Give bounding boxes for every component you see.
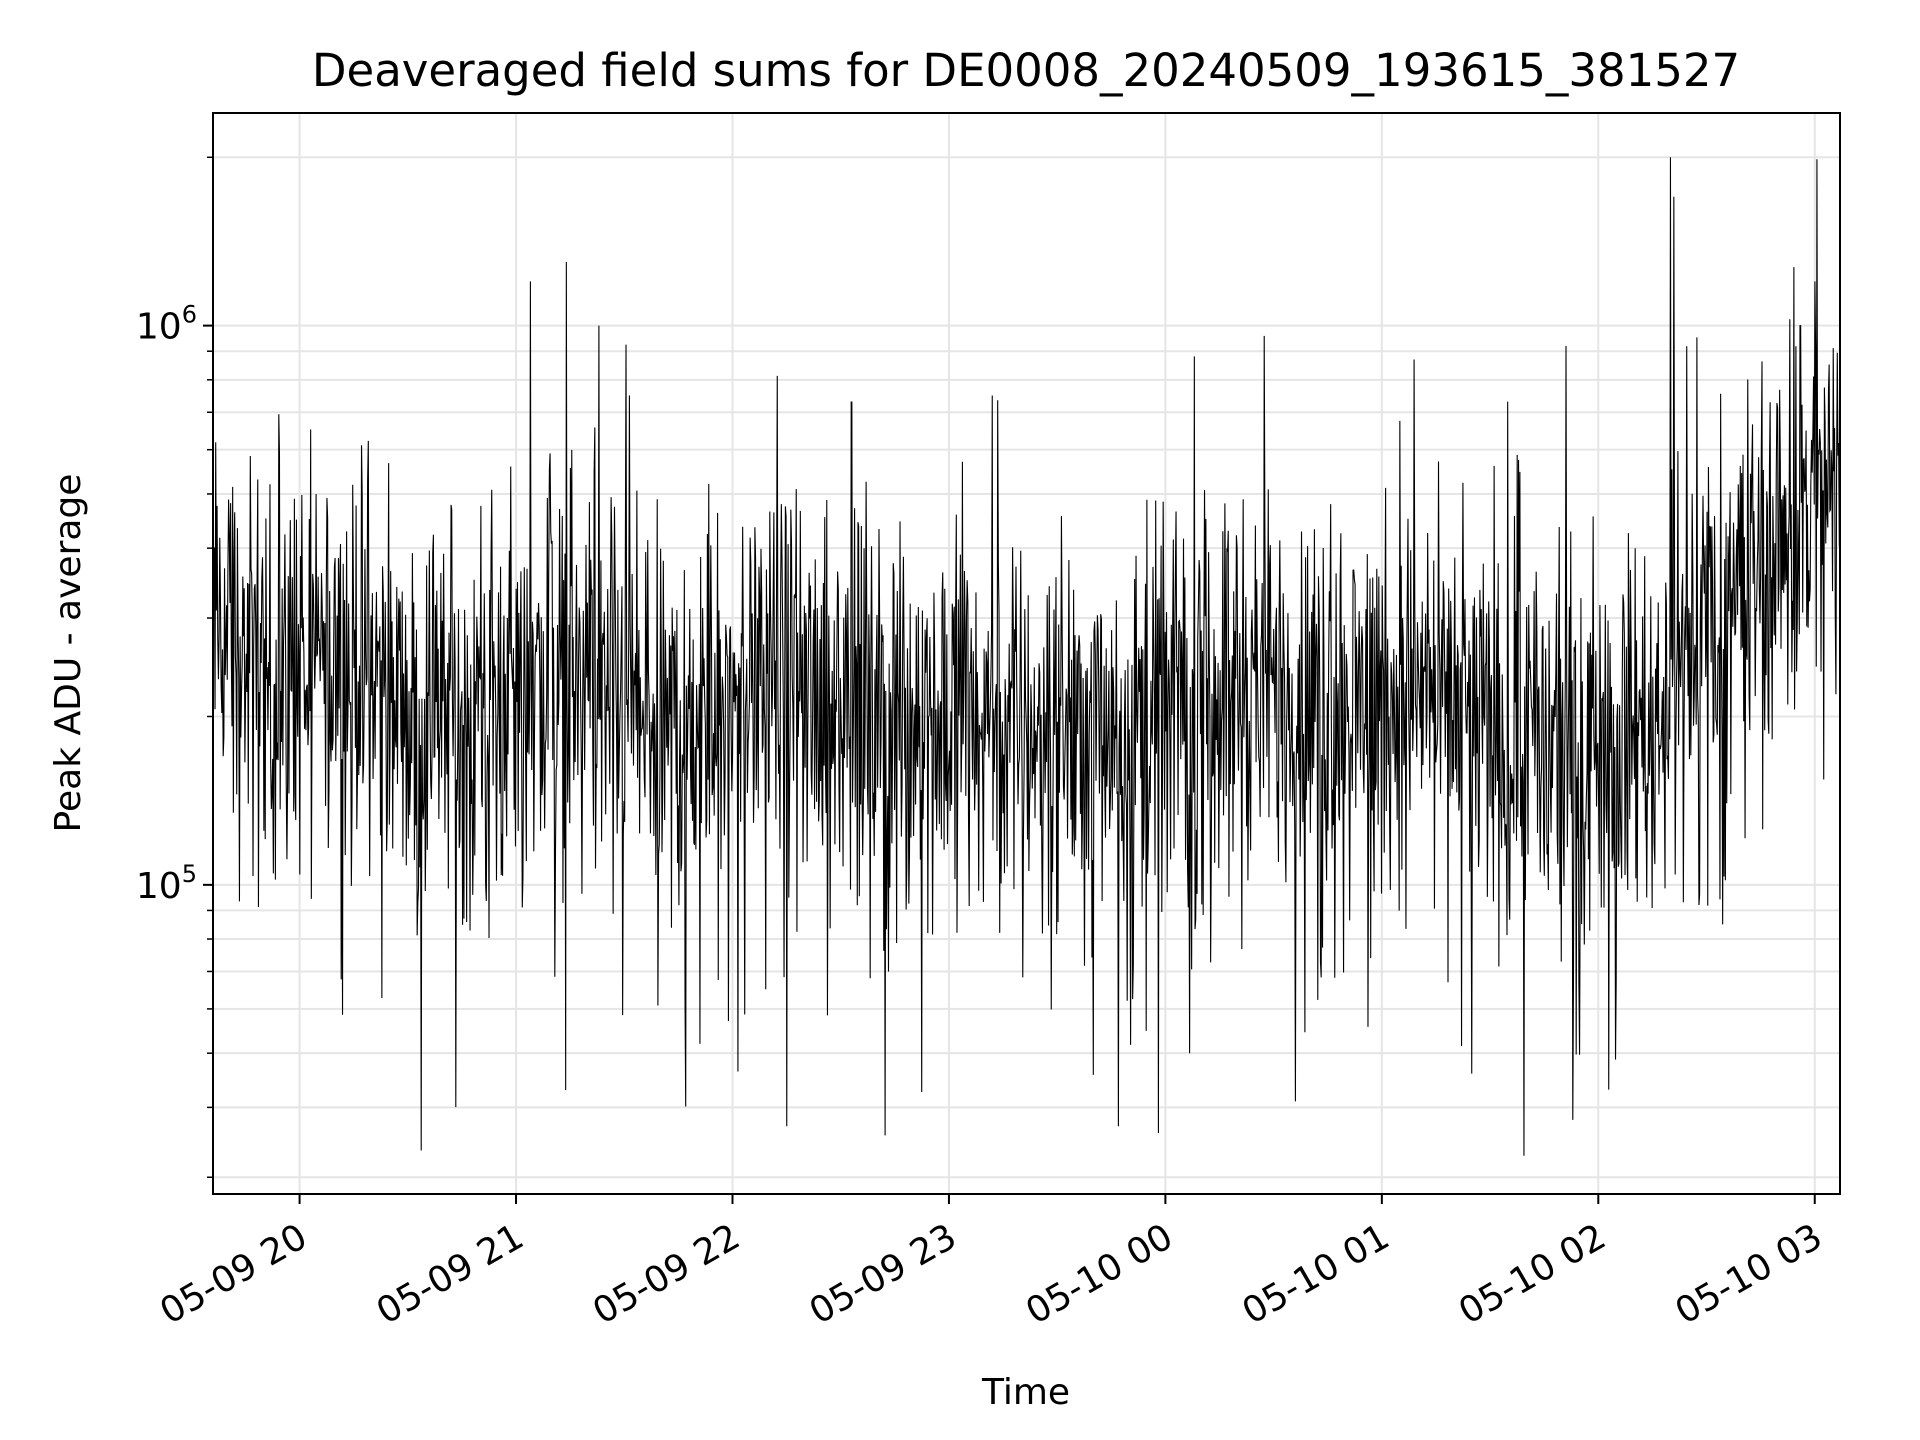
chart-title: Deaveraged field sums for DE0008_2024050… [312,44,1740,97]
plot-frame [212,112,1841,1195]
grid [213,113,1840,1194]
data-series [212,157,1841,1156]
y-tick-label: 105 [136,860,197,907]
series-line [212,157,1841,1156]
y-axis-label: Peak ADU - average [48,474,89,833]
x-axis-label: Time [981,1372,1070,1413]
y-tick-label: 106 [136,301,197,348]
